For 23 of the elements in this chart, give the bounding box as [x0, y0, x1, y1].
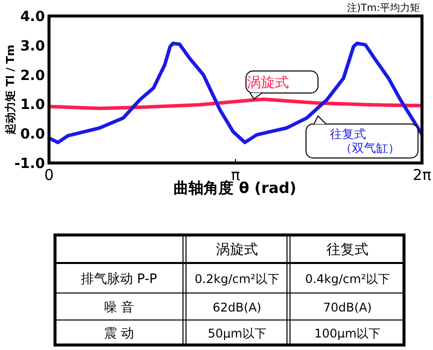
series-label: 往复式（双气缸） — [330, 127, 400, 155]
y-axis-title: 起动力矩 Tl / Tm — [4, 44, 17, 136]
text: 0.2kg/cm²以下 — [194, 272, 280, 286]
text: 注)Tm:平均力矩 — [346, 2, 420, 14]
category-label: 噪 音 — [104, 300, 134, 316]
category-label: 往复式 — [326, 242, 368, 258]
y-tick-label: 4.0 — [20, 9, 46, 25]
y-tick-label: 1.0 — [20, 97, 46, 114]
text: 70dB(A) — [323, 300, 372, 314]
x-tick-label: 0 — [44, 166, 54, 184]
y-tick-label: 2.0 — [20, 68, 46, 84]
y-tick-label: -1.0 — [14, 156, 46, 172]
x-tick-label: 2π — [412, 166, 432, 184]
text: 100μm以下 — [314, 326, 381, 340]
y-tick-label: 3.0 — [20, 38, 46, 54]
series-label: 涡旋式 — [247, 75, 289, 91]
category-label: 排气脉动 P-P — [80, 272, 158, 287]
text: 50μm以下 — [208, 326, 266, 340]
text: 0.4kg/cm²以下 — [305, 272, 390, 286]
y-tick-label: 0.0 — [20, 126, 46, 143]
category-label: 震 动 — [104, 326, 134, 342]
category-label: 涡旋式 — [216, 242, 258, 258]
text: 62dB(A) — [212, 300, 262, 314]
